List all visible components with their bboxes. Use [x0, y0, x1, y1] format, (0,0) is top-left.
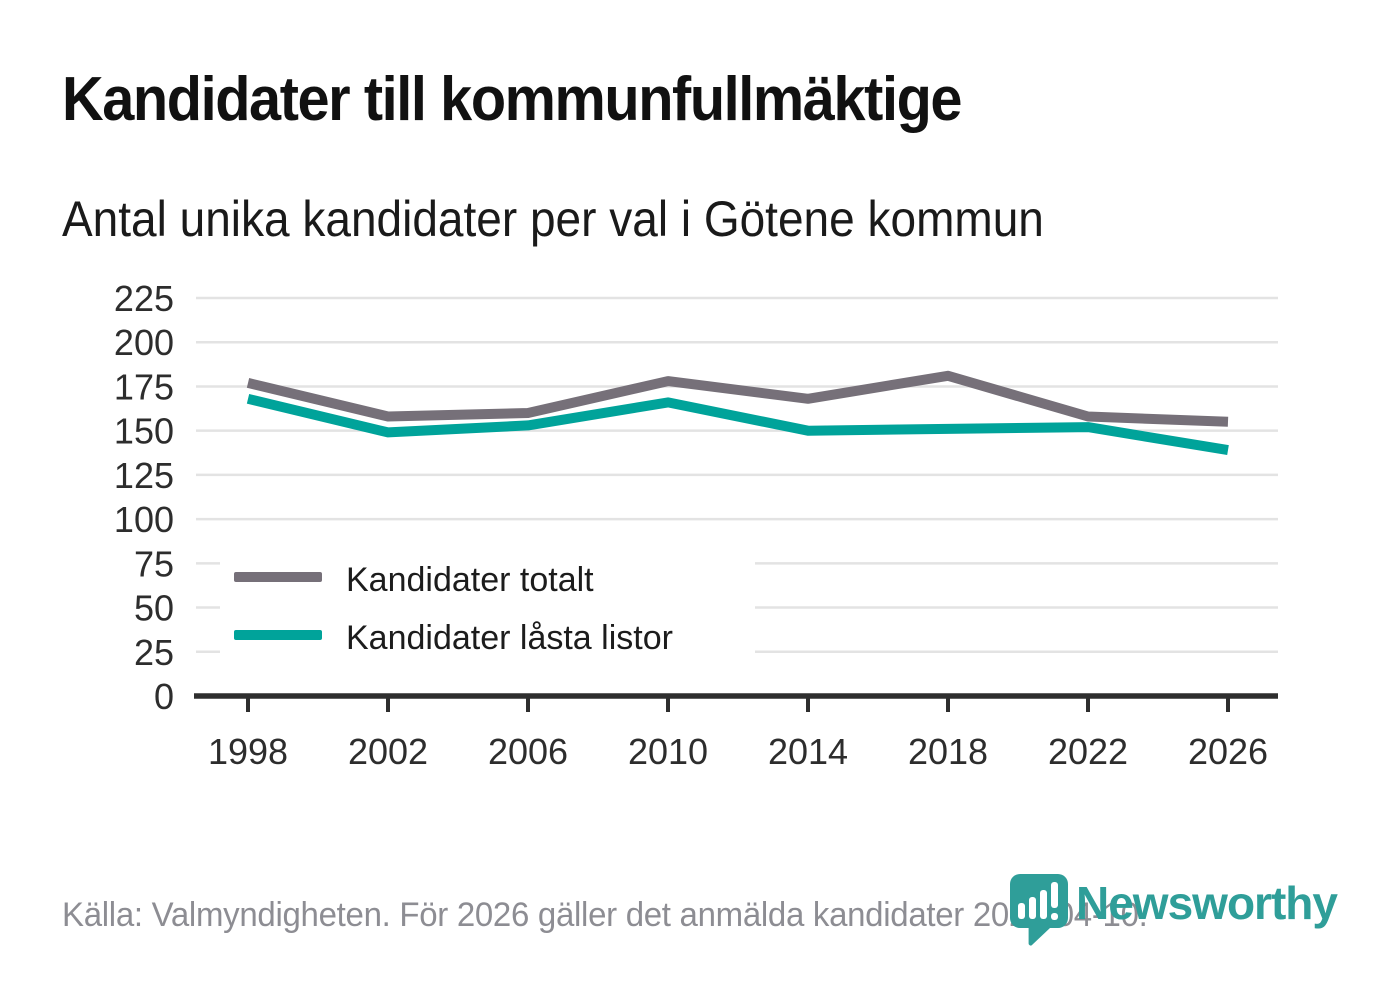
source-note: Källa: Valmyndigheten. För 2026 gäller d… — [62, 896, 1148, 934]
y-axis-tick-label: 100 — [114, 499, 174, 540]
y-axis-tick-label: 225 — [114, 278, 174, 319]
x-axis-tick-label: 2026 — [1188, 731, 1268, 772]
newsworthy-wordmark: Newsworthy — [1076, 877, 1338, 929]
series-line — [246, 370, 1229, 427]
y-axis-tick-label: 125 — [114, 455, 174, 496]
x-axis-tick-label: 2006 — [488, 731, 568, 772]
x-axis-tick-label: 2018 — [908, 731, 988, 772]
y-axis-tick-label: 150 — [114, 411, 174, 452]
y-axis-tick-label: 200 — [114, 322, 174, 363]
legend-label: Kandidater totalt — [346, 561, 594, 599]
x-axis-tick-label: 1998 — [208, 731, 288, 772]
x-axis-tick-label: 2002 — [348, 731, 428, 772]
x-axis-tick-label: 2010 — [628, 731, 708, 772]
pin-bar-chart-glyph — [1018, 882, 1058, 920]
legend-label: Kandidater låsta listor — [346, 619, 673, 657]
page-subtitle: Antal unika kandidater per val i Götene … — [62, 191, 1044, 247]
series-line — [246, 393, 1229, 456]
newsworthy-logo: Newsworthy — [1010, 874, 1338, 946]
legend-swatch — [234, 630, 322, 640]
y-axis-tick-label: 25 — [134, 632, 174, 673]
x-axis-tick-label: 2014 — [768, 731, 848, 772]
legend-background — [220, 551, 755, 663]
x-axis-tick-label: 2022 — [1048, 731, 1128, 772]
y-axis-tick-label: 75 — [134, 543, 174, 584]
y-axis-tick-label: 175 — [114, 366, 174, 407]
y-axis-tick-label: 0 — [154, 676, 174, 717]
newsworthy-pin-icon — [1010, 874, 1068, 946]
legend-swatch — [234, 572, 322, 582]
page-title: Kandidater till kommunfullmäktige — [62, 65, 962, 134]
y-axis-tick-label: 50 — [134, 588, 174, 629]
line-chart: 0 25 50 75 100 125 150 175 200 225 Kandidater tota… — [0, 278, 1382, 790]
